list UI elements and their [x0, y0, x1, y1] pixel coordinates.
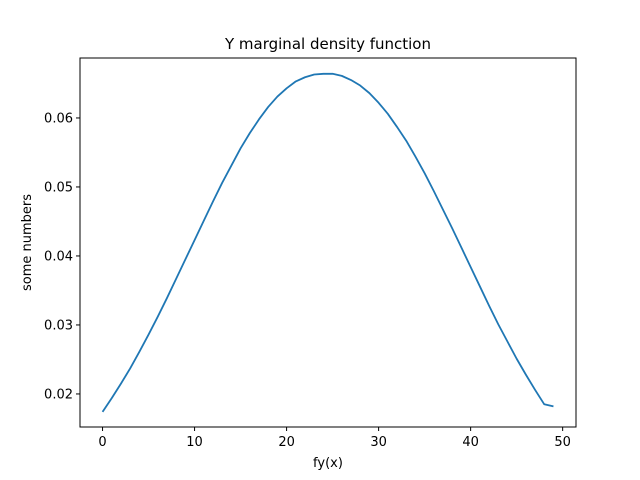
y-tick-label: 0.02 — [44, 387, 73, 402]
y-tick-label: 0.06 — [44, 111, 73, 126]
y-axis-label: some numbers — [20, 194, 35, 291]
chart-title: Y marginal density function — [224, 35, 431, 53]
x-tick-label: 50 — [554, 435, 571, 450]
plot-area — [80, 58, 576, 427]
x-tick-label: 40 — [462, 435, 479, 450]
x-axis-ticks: 0 10 20 30 40 50 — [98, 427, 571, 450]
x-tick-label: 0 — [98, 435, 106, 450]
series-layer — [101, 72, 554, 413]
x-tick-label: 30 — [370, 435, 387, 450]
y-tick-label: 0.05 — [44, 180, 73, 195]
x-axis-label: fy(x) — [313, 456, 343, 471]
x-tick-label: 10 — [186, 435, 203, 450]
plot-frame — [79, 57, 577, 428]
x-tick-label: 20 — [278, 435, 295, 450]
y-tick-label: 0.04 — [44, 249, 73, 264]
y-tick-label: 0.03 — [44, 318, 73, 333]
y-axis-ticks: 0.02 0.03 0.04 0.05 0.06 — [44, 111, 80, 402]
series-line-0 — [101, 72, 554, 413]
